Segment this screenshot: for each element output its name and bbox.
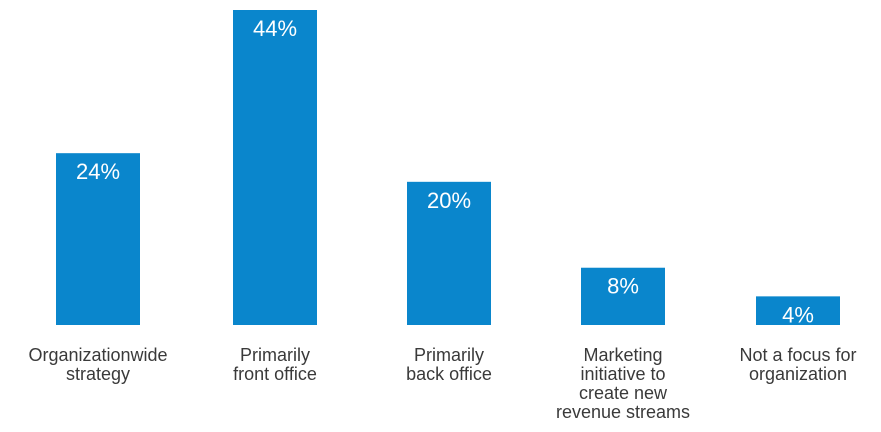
value-label-3: 20% (427, 188, 471, 213)
category-label-line: Marketing (583, 345, 663, 365)
bar-5 (756, 296, 840, 325)
category-label-1: Organizationwide strategy (13, 346, 183, 384)
bar-3 (407, 181, 491, 325)
value-label-2: 44% (253, 16, 297, 41)
category-label-line: organization (748, 364, 848, 384)
bar-2 (233, 10, 317, 325)
category-label-line: Primarily (414, 345, 484, 365)
bar-1 (56, 153, 140, 325)
category-label-line: strategy (65, 364, 131, 384)
category-label-5: Not a focus for organization (713, 346, 881, 384)
category-label-line: Organizationwide (28, 345, 168, 365)
category-label-3: Primarily back office (364, 346, 534, 384)
bar-4 (581, 267, 665, 325)
category-label-line: front office (233, 364, 317, 384)
category-label-line: initiative to (580, 364, 666, 384)
value-label-5: 4% (782, 302, 814, 327)
value-label-1: 24% (76, 159, 120, 184)
category-label-4: Marketing initiative to create new revenue … (538, 346, 708, 422)
category-label-line: Primarily (240, 345, 310, 365)
category-label-line: create new (578, 383, 668, 403)
value-label-4: 8% (607, 274, 639, 299)
category-label-line: back office (406, 364, 492, 384)
category-label-2: Primarily front office (190, 346, 360, 384)
category-label-line: revenue streams (555, 402, 691, 422)
category-label-line: Not a focus for (739, 345, 857, 365)
